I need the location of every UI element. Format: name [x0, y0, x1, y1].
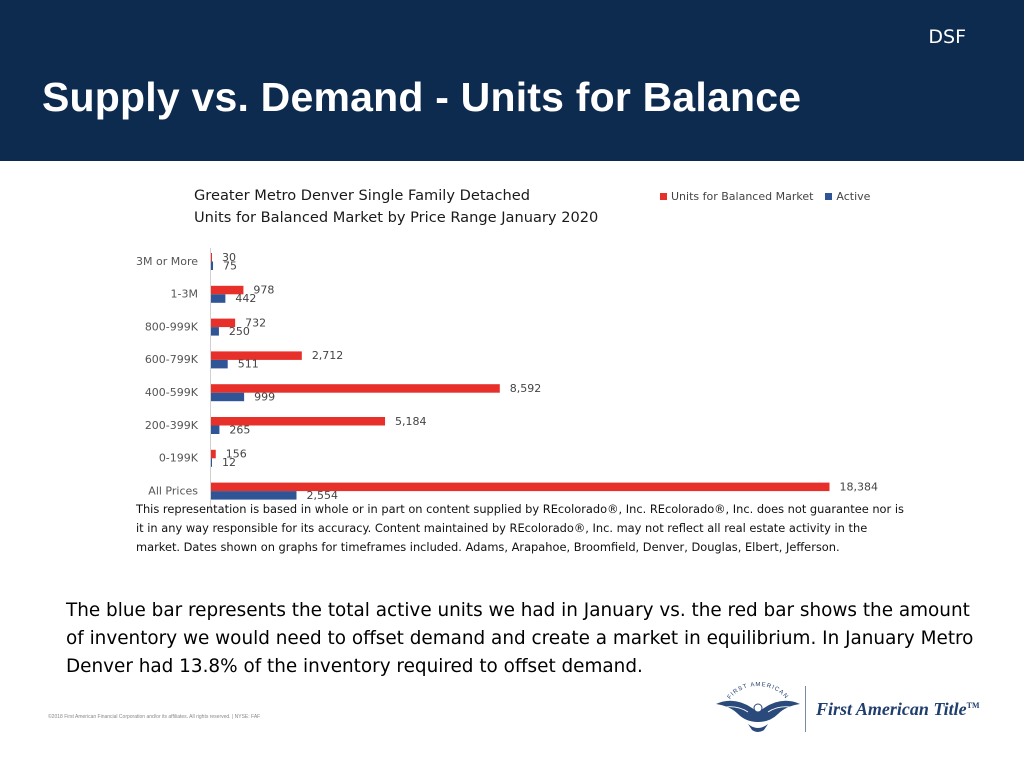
data-label-balanced-400-599k: 8,592	[510, 382, 541, 395]
chart-legend: Units for Balanced Market Active	[660, 190, 870, 203]
data-label-active-0-199k: 12	[222, 456, 236, 469]
bar-balanced-600-799k	[210, 351, 302, 360]
bar-active-3m-or-more	[210, 261, 214, 270]
data-label-balanced-3m-or-more: 30	[222, 251, 236, 264]
chart-title-line-2: Units for Balanced Market by Price Range…	[194, 209, 599, 226]
slide-title: Supply vs. Demand - Units for Balance	[42, 74, 802, 120]
bar-balanced-200-399k	[210, 417, 386, 426]
logo-trademark: TM	[966, 701, 980, 710]
slide-tag: DSF	[928, 26, 966, 48]
bar-balanced-0-199k	[210, 449, 216, 459]
data-label-balanced-1-3m: 978	[253, 284, 274, 297]
legend-swatch-balanced	[660, 193, 667, 200]
data-disclaimer: This representation is based in whole or…	[136, 502, 904, 554]
bar-active-all-prices	[210, 491, 297, 500]
category-label-600-799k: 600-799K	[145, 353, 199, 366]
legend-item-active: Active	[825, 190, 870, 203]
company-logo: FIRST AMERICAN First American TitleTM	[712, 682, 992, 738]
legend-swatch-active	[825, 193, 833, 200]
legend-label-active: Active	[836, 190, 871, 203]
bar-balanced-all-prices	[210, 482, 830, 492]
data-label-balanced-800-999k: 732	[245, 316, 266, 329]
logo-text: First American TitleTM	[816, 699, 980, 720]
data-label-balanced-0-199k: 156	[226, 448, 247, 461]
data-label-active-200-399k: 265	[229, 423, 250, 436]
data-label-active-1-3m: 442	[235, 292, 256, 305]
category-label-all-prices: All Prices	[148, 484, 198, 497]
bar-balanced-3m-or-more	[210, 253, 212, 262]
footer-copyright: ©2018 First American Financial Corporati…	[48, 714, 261, 720]
legend-label-balanced: Units for Balanced Market	[671, 190, 814, 203]
data-label-balanced-600-799k: 2,712	[312, 349, 344, 362]
bar-balanced-800-999k	[210, 318, 236, 328]
category-label-200-399k: 200-399K	[145, 419, 199, 432]
eagle-icon: FIRST AMERICAN	[716, 682, 800, 732]
bar-active-200-399k	[210, 425, 220, 434]
data-label-balanced-all-prices: 18,384	[840, 480, 879, 493]
slide-header: DSF Supply vs. Demand - Units for Balanc…	[0, 0, 1024, 161]
data-label-balanced-200-399k: 5,184	[395, 415, 427, 428]
logo-divider	[805, 686, 806, 732]
bar-balanced-400-599k	[210, 384, 500, 393]
bar-balanced-1-3m	[210, 285, 244, 295]
legend-item-balanced: Units for Balanced Market	[660, 190, 813, 203]
logo-name: First American Title	[816, 699, 967, 719]
category-label-1-3m: 1-3M	[171, 288, 198, 301]
bar-active-1-3m	[210, 294, 226, 303]
bar-active-0-199k	[210, 458, 212, 467]
category-label-3m-or-more: 3M or More	[136, 255, 198, 268]
data-label-active-600-799k: 511	[238, 358, 259, 371]
chart-title-line-1: Greater Metro Denver Single Family Detac…	[194, 187, 531, 204]
bar-active-800-999k	[210, 327, 219, 336]
data-label-active-800-999k: 250	[229, 325, 250, 338]
category-label-0-199k: 0-199K	[159, 452, 199, 465]
data-label-active-all-prices: 2,554	[306, 489, 338, 502]
emblem-text: FIRST AMERICAN	[727, 682, 788, 701]
category-label-400-599k: 400-599K	[145, 386, 199, 399]
data-label-active-3m-or-more: 75	[223, 259, 237, 272]
svg-text:FIRST AMERICAN: FIRST AMERICAN	[727, 682, 789, 701]
summary-text: The blue bar represents the total active…	[66, 600, 974, 677]
bar-active-400-599k	[210, 392, 245, 402]
chart-title: Greater Metro Denver Single Family Detac…	[194, 185, 598, 229]
bar-active-600-799k	[210, 359, 228, 369]
data-label-active-400-599k: 999	[254, 390, 275, 403]
category-label-800-999k: 800-999K	[145, 320, 199, 333]
